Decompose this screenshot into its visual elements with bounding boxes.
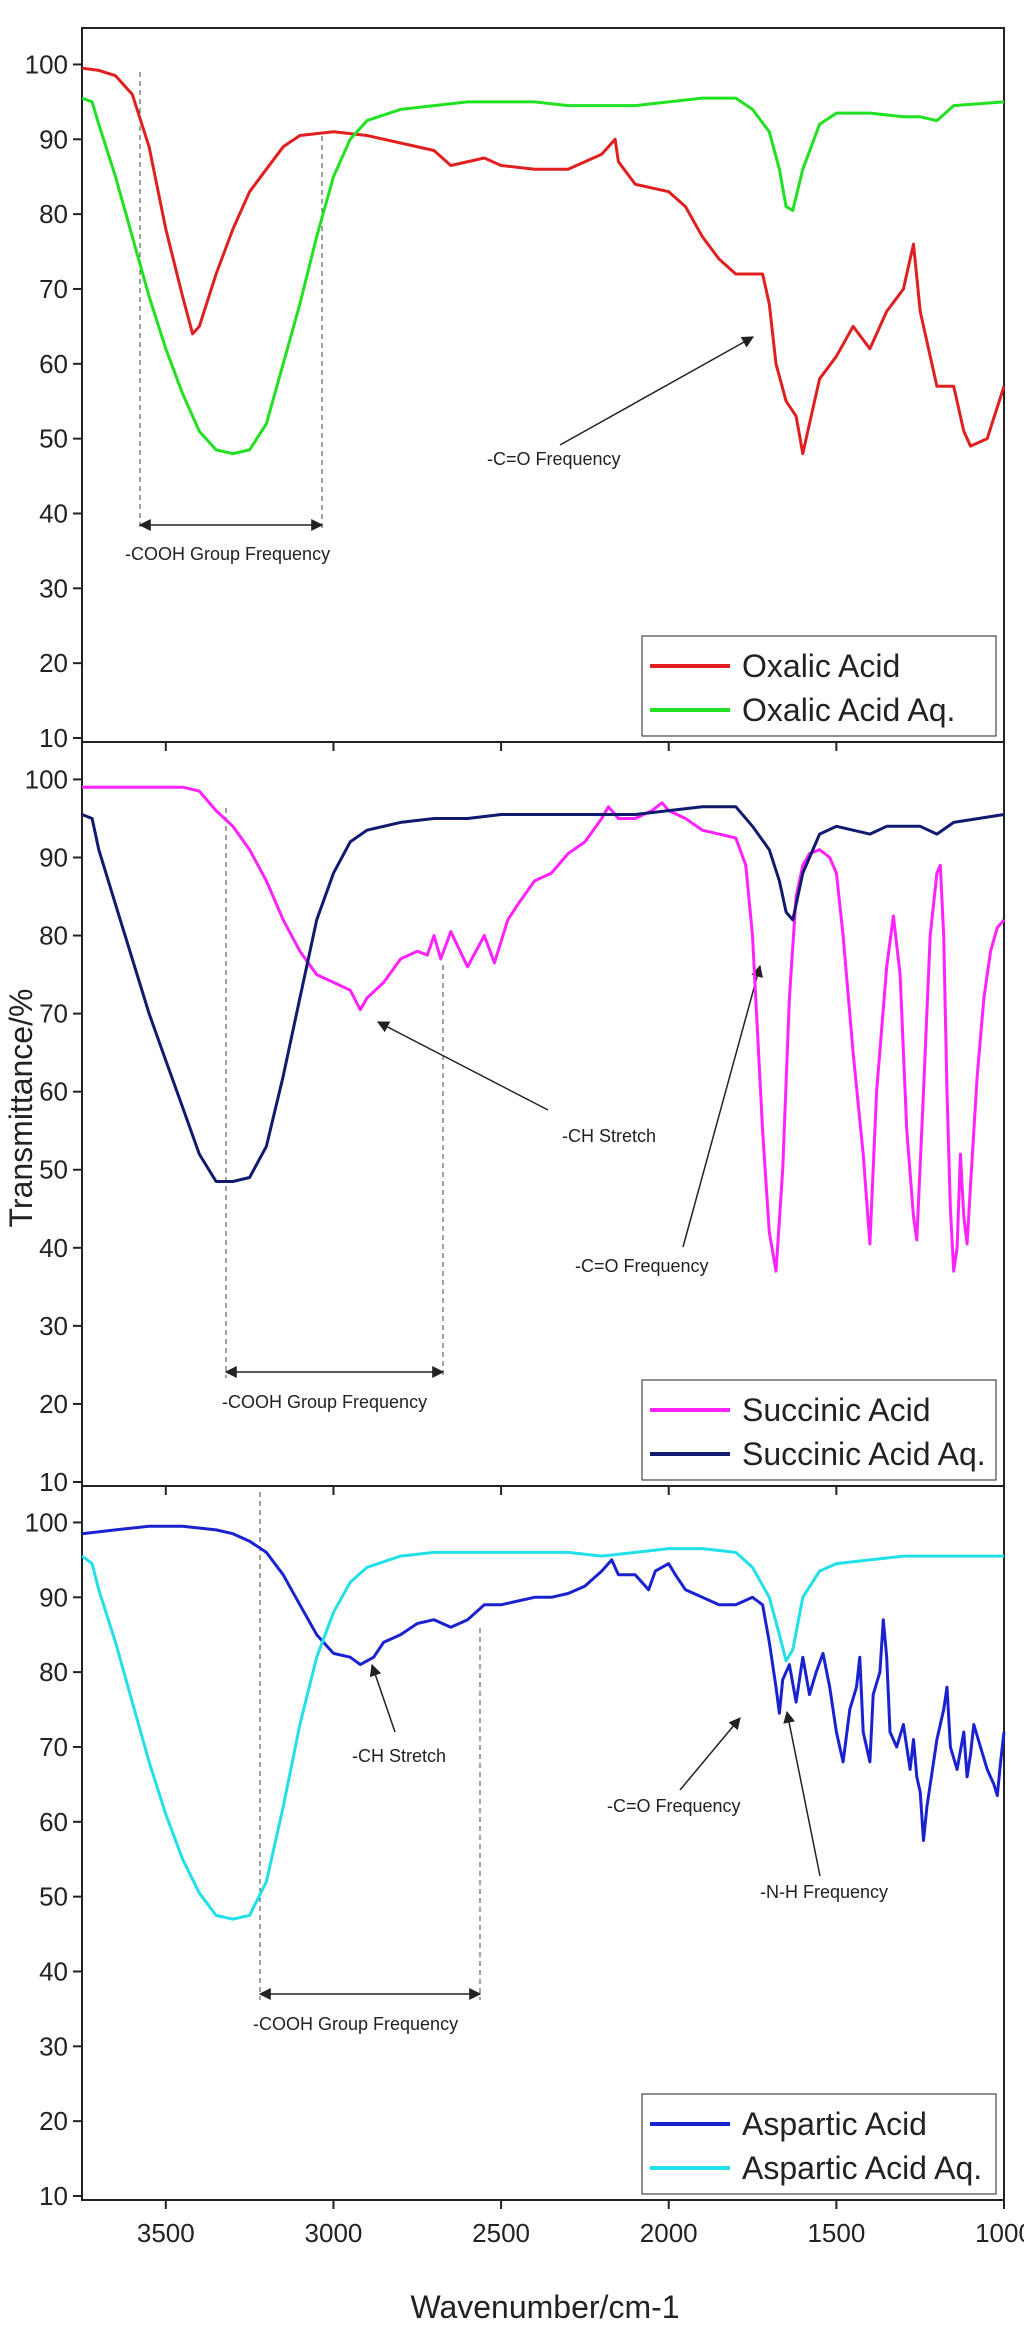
y-tick-label: 10 [39,1467,68,1497]
y-tick-label: 80 [39,921,68,951]
y-tick-label: 100 [25,49,68,79]
y-tick-label: 90 [39,124,68,154]
annotation-text: -N-H Frequency [760,1882,888,1902]
arrow-line [679,1717,741,1791]
y-axis-title: Transmittance/% [3,989,39,1228]
arrow-line [376,1021,549,1111]
series-line-oxalic-acid-aq- [81,96,1005,456]
y-tick-label: 90 [39,842,68,872]
legend-box [641,2093,997,2195]
series-line-succinic-acid-aq- [81,805,1005,1183]
x-tick-label: 2500 [472,2218,530,2248]
y-tick-label: 80 [39,1657,68,1687]
y-tick-label: 30 [39,573,68,603]
series-line-oxalic-acid [81,66,1006,456]
legend-box [641,1379,997,1481]
plot-frame [81,741,1005,1487]
y-tick-label: 10 [39,2181,68,2211]
y-tick-label: 100 [25,1507,68,1537]
legend-box [641,635,997,737]
legend-label: Oxalic Acid Aq. [742,692,955,728]
panel-1-annotations: -COOH Group Frequency -C=O Frequency [125,72,755,564]
annotation-text: -C=O Frequency [607,1796,741,1816]
x-tick-label: 2000 [640,2218,698,2248]
y-tick-label: 80 [39,199,68,229]
y-tick-label: 30 [39,2031,68,2061]
legend-label: Succinic Acid [742,1392,931,1428]
y-tick-label: 60 [39,349,68,379]
panel-3: 10 20 30 40 50 60 70 80 90 100 3500 3000 2500 2000 150… [25,1485,1024,2248]
y-tick-label: 100 [25,764,68,794]
y-tick-label: 70 [39,274,68,304]
series-line-aspartic-acid [81,1524,1006,1842]
y-tick-label: 30 [39,1311,68,1341]
annotation-text: -COOH Group Frequency [222,1392,427,1412]
arrow-line [682,964,763,1248]
plot-frame [81,27,1005,743]
y-tick-label: 40 [39,498,68,528]
panel-2: 10 20 30 40 50 60 70 80 90 100 Succinic Acid Succin… [25,741,1006,1497]
arrow-line [783,1710,821,1877]
legend-label: Aspartic Acid Aq. [742,2150,982,2186]
y-tick-label: 50 [39,1155,68,1185]
annotation-text: -C=O Frequency [575,1256,709,1276]
y-tick-label: 10 [39,723,68,753]
annotation-text: -CH Stretch [562,1126,656,1146]
y-tick-label: 20 [39,1389,68,1419]
x-axis-title: Wavenumber/cm-1 [410,2289,679,2325]
x-tick-label: 3000 [305,2218,363,2248]
plot-frame [81,1485,1005,2201]
x-tick-label: 1000 [975,2218,1024,2248]
annotation-text: -COOH Group Frequency [125,544,330,564]
series-line-aspartic-acid-aq- [81,1547,1004,1921]
y-tick-label: 90 [39,1582,68,1612]
y-tick-label: 50 [39,1882,68,1912]
legend-label: Oxalic Acid [742,648,900,684]
panel-2-annotations: -COOH Group Frequency -CH Stretch -C=O F… [222,808,763,1412]
y-tick-label: 40 [39,1956,68,1986]
y-tick-label: 70 [39,999,68,1029]
x-tick-label: 3500 [137,2218,195,2248]
legend-label: Succinic Acid Aq. [742,1436,986,1472]
annotation-text: -C=O Frequency [487,449,621,469]
y-tick-label: 60 [39,1807,68,1837]
y-tick-label: 20 [39,2106,68,2136]
y-tick-label: 50 [39,424,68,454]
y-tick-label: 20 [39,648,68,678]
x-tick-label: 1500 [807,2218,865,2248]
annotation-text: -COOH Group Frequency [253,2014,458,2034]
arrow-line [369,1663,396,1733]
annotation-text: -CH Stretch [352,1746,446,1766]
y-tick-label: 40 [39,1233,68,1263]
arrow-line [559,336,755,446]
panel-1: 10 20 30 40 50 60 70 80 90 100 Oxalic Acid Oxalic A… [25,27,1006,753]
panel-3-annotations: -COOH Group Frequency -CH Stretch -C=O F… [253,1492,888,2034]
plot-layer: 10 20 30 40 50 60 70 80 90 100 Oxalic Acid Oxalic A… [25,27,1024,2248]
legend-label: Aspartic Acid [742,2106,927,2142]
series-line-succinic-acid [82,785,1006,1273]
y-tick-label: 60 [39,1077,68,1107]
y-tick-label: 70 [39,1732,68,1762]
